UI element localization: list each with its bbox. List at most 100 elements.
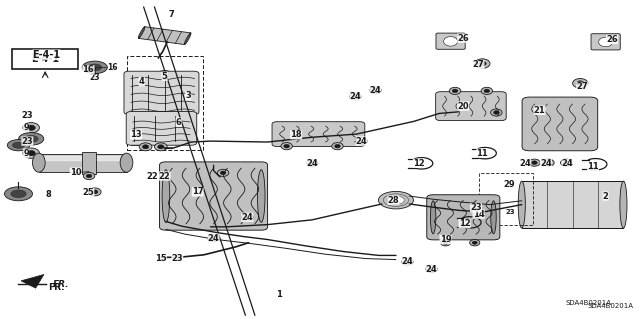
Ellipse shape xyxy=(218,169,229,176)
Text: 23: 23 xyxy=(470,203,482,212)
Ellipse shape xyxy=(82,61,108,74)
Text: 12: 12 xyxy=(459,219,470,228)
Ellipse shape xyxy=(353,95,358,99)
Ellipse shape xyxy=(211,236,216,240)
FancyBboxPatch shape xyxy=(436,92,506,121)
Text: 4: 4 xyxy=(139,77,145,86)
Text: 19: 19 xyxy=(440,235,451,244)
Ellipse shape xyxy=(561,159,572,166)
Text: 1: 1 xyxy=(276,290,282,299)
Ellipse shape xyxy=(23,122,40,133)
Text: 23: 23 xyxy=(506,209,515,215)
Ellipse shape xyxy=(449,87,461,94)
Bar xyxy=(479,173,532,225)
Ellipse shape xyxy=(307,160,318,167)
Ellipse shape xyxy=(335,144,340,148)
Ellipse shape xyxy=(491,109,502,116)
FancyBboxPatch shape xyxy=(522,97,598,151)
Ellipse shape xyxy=(138,27,145,38)
Text: E-4-1: E-4-1 xyxy=(31,54,60,64)
Text: 24: 24 xyxy=(519,159,531,168)
Text: 23: 23 xyxy=(90,73,100,82)
Ellipse shape xyxy=(332,143,343,150)
FancyBboxPatch shape xyxy=(427,195,500,240)
Text: 24: 24 xyxy=(426,264,437,274)
Ellipse shape xyxy=(7,140,29,151)
Ellipse shape xyxy=(426,265,437,273)
Ellipse shape xyxy=(470,240,480,246)
Ellipse shape xyxy=(491,201,496,234)
Ellipse shape xyxy=(545,161,551,165)
Text: 22: 22 xyxy=(159,172,170,181)
Ellipse shape xyxy=(452,89,458,93)
Ellipse shape xyxy=(402,258,413,265)
Ellipse shape xyxy=(563,161,569,165)
Text: 21: 21 xyxy=(534,106,545,115)
Text: 29: 29 xyxy=(503,180,515,189)
Text: 28: 28 xyxy=(388,196,399,205)
Ellipse shape xyxy=(88,64,102,71)
Ellipse shape xyxy=(158,70,171,78)
Text: 24: 24 xyxy=(208,234,220,243)
Ellipse shape xyxy=(120,153,133,172)
Text: 14: 14 xyxy=(473,210,484,219)
Text: 24: 24 xyxy=(401,257,413,266)
Bar xyxy=(131,129,143,145)
Ellipse shape xyxy=(598,37,612,47)
Ellipse shape xyxy=(493,111,499,114)
Ellipse shape xyxy=(444,37,458,46)
Ellipse shape xyxy=(33,153,45,172)
Ellipse shape xyxy=(88,188,101,196)
Bar xyxy=(522,181,623,228)
Text: 27: 27 xyxy=(473,60,484,69)
Ellipse shape xyxy=(484,208,497,216)
Ellipse shape xyxy=(257,170,265,222)
Ellipse shape xyxy=(140,143,152,151)
Text: 22: 22 xyxy=(146,172,158,181)
Ellipse shape xyxy=(11,190,26,197)
Text: 15: 15 xyxy=(155,254,166,263)
Text: 7: 7 xyxy=(168,11,174,19)
Text: 24: 24 xyxy=(356,137,367,145)
Text: 5: 5 xyxy=(162,72,168,81)
FancyBboxPatch shape xyxy=(159,162,268,230)
Ellipse shape xyxy=(620,181,627,228)
Text: 10: 10 xyxy=(70,168,81,177)
Ellipse shape xyxy=(388,196,404,204)
Ellipse shape xyxy=(370,87,381,94)
Polygon shape xyxy=(21,274,44,288)
Ellipse shape xyxy=(359,139,365,143)
Text: 13: 13 xyxy=(130,130,142,139)
Ellipse shape xyxy=(431,201,436,234)
Text: 24: 24 xyxy=(306,159,318,168)
Ellipse shape xyxy=(244,215,250,219)
Ellipse shape xyxy=(19,133,44,145)
Ellipse shape xyxy=(372,88,378,92)
Ellipse shape xyxy=(378,191,413,209)
Ellipse shape xyxy=(484,89,490,93)
Text: 24: 24 xyxy=(349,92,361,101)
Text: 20: 20 xyxy=(458,102,469,111)
Text: 24: 24 xyxy=(370,86,381,95)
Ellipse shape xyxy=(184,33,191,45)
Ellipse shape xyxy=(475,59,490,68)
Ellipse shape xyxy=(487,210,493,214)
Ellipse shape xyxy=(429,267,435,271)
Text: E-4-1: E-4-1 xyxy=(33,50,61,60)
Ellipse shape xyxy=(154,143,167,151)
Text: 24: 24 xyxy=(562,159,573,168)
Text: 16: 16 xyxy=(83,65,94,74)
Text: FR.: FR. xyxy=(53,279,69,288)
Ellipse shape xyxy=(143,145,148,149)
Ellipse shape xyxy=(208,235,220,242)
Ellipse shape xyxy=(134,75,149,84)
Text: 9: 9 xyxy=(23,149,29,158)
Ellipse shape xyxy=(241,214,253,221)
FancyBboxPatch shape xyxy=(124,71,199,115)
Ellipse shape xyxy=(479,61,486,66)
Ellipse shape xyxy=(86,174,92,178)
Text: 11: 11 xyxy=(477,149,488,158)
Ellipse shape xyxy=(543,159,554,166)
Ellipse shape xyxy=(83,173,95,180)
Text: 27: 27 xyxy=(576,82,588,91)
